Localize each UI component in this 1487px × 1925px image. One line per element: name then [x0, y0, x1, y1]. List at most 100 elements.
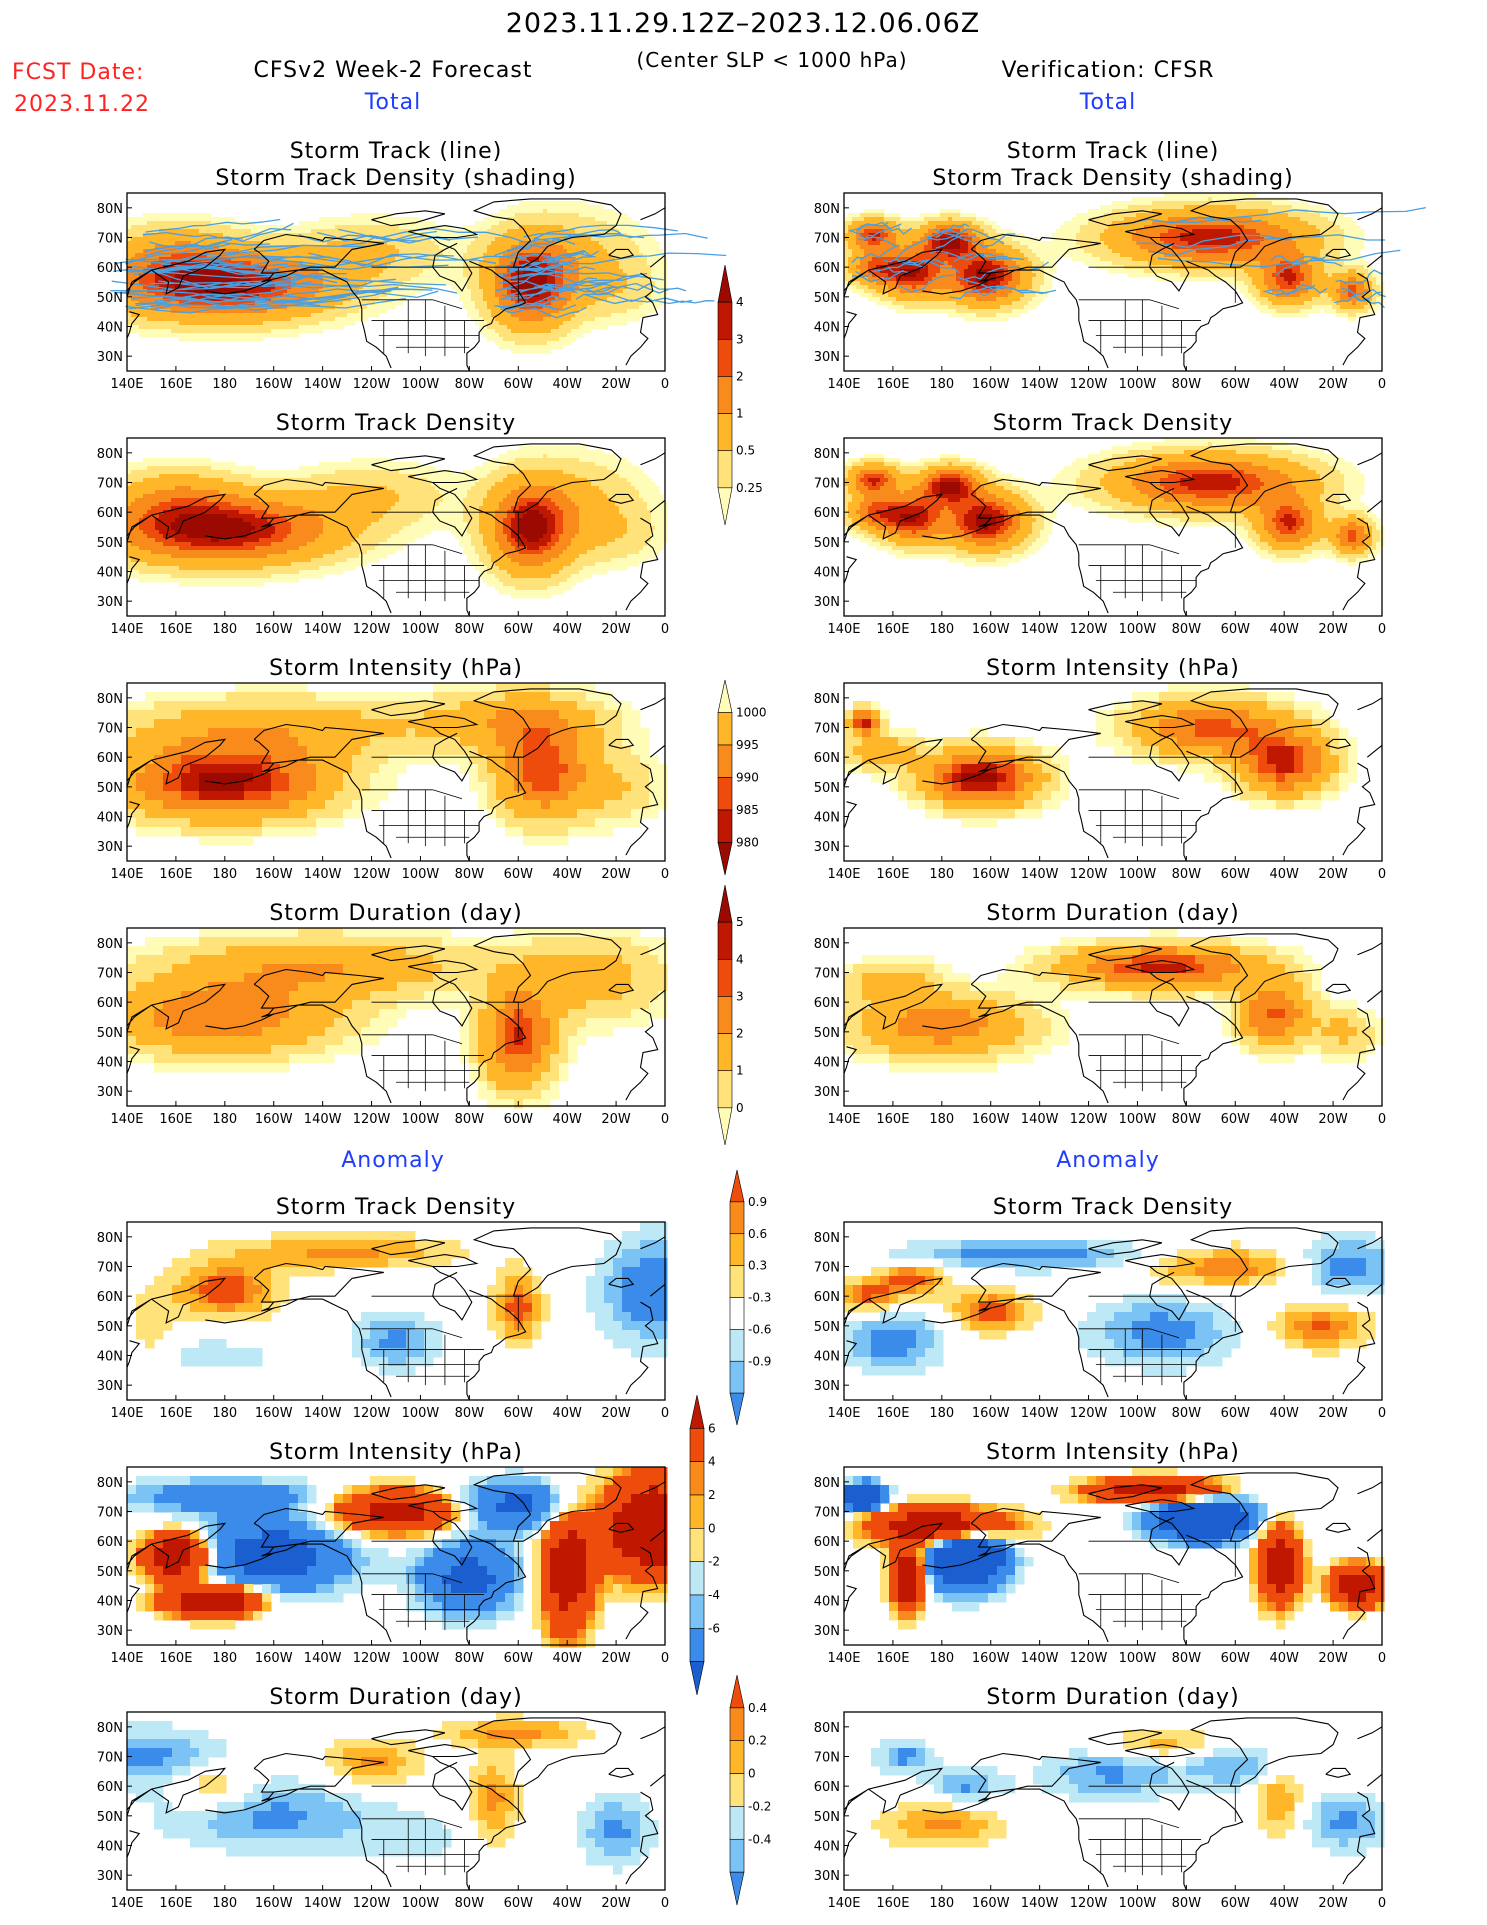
shade-cell [535, 325, 540, 330]
shade-cell [311, 325, 316, 330]
shade-cell [912, 233, 917, 238]
shade-cell [1012, 241, 1017, 246]
shade-cell [179, 313, 184, 318]
shade-cell [491, 337, 496, 342]
shade-cell [904, 309, 909, 314]
shade-cell [595, 253, 600, 258]
shade-cell [611, 305, 616, 310]
shade-cell [395, 269, 400, 274]
shade-cell [531, 329, 536, 334]
shade-cell [271, 333, 276, 338]
shade-cell [339, 321, 344, 326]
shade-cell [635, 305, 640, 310]
shade-cell [912, 217, 917, 222]
shade-cell [583, 205, 588, 210]
shade-cell [471, 293, 476, 298]
shade-cell [403, 249, 408, 254]
shade-cell [227, 325, 232, 330]
shade-cell [439, 257, 444, 262]
shade-cell [511, 337, 516, 342]
shade-cell [291, 329, 296, 334]
shade-cell [411, 245, 416, 250]
shade-cell [651, 257, 656, 262]
shade-cell [631, 305, 636, 310]
shade-cell [936, 297, 941, 302]
shade-cell [279, 313, 284, 318]
shade-cell [247, 317, 252, 322]
shade-cell [299, 249, 304, 254]
shade-cell [852, 217, 857, 222]
shade-cell [415, 269, 420, 274]
shade-cell [247, 225, 252, 230]
shade-cell [303, 229, 308, 234]
shade-cell [171, 317, 176, 322]
shade-cell [199, 289, 204, 294]
shade-cell [427, 269, 432, 274]
shade-cell [655, 293, 660, 298]
shade-cell [956, 265, 961, 270]
shade-cell [335, 269, 340, 274]
shade-cell [643, 249, 648, 254]
shade-cell [495, 277, 500, 282]
shade-cell [932, 293, 937, 298]
shade-cell [339, 317, 344, 322]
shade-cell [523, 209, 528, 214]
map-panel-vf-track-line: 140E 160E 180 160W 140W 120W 100W 80W 60W 40W 20W 0… [814, 139, 1426, 392]
shade-cell [884, 297, 889, 302]
shade-cell [619, 289, 624, 294]
shade-cell [607, 237, 612, 242]
shade-cell [251, 289, 256, 294]
shade-cell [267, 293, 272, 298]
shade-cell [479, 273, 484, 278]
shade-cell [864, 265, 869, 270]
shade-cell [996, 293, 1001, 298]
shade-cell [539, 229, 544, 234]
shade-cell [307, 325, 312, 330]
shade-cell [988, 297, 993, 302]
shade-cell [968, 317, 973, 322]
shade-cell [327, 217, 332, 222]
shade-cell [876, 297, 881, 302]
shade-cell [335, 325, 340, 330]
shade-cell [992, 305, 997, 310]
shade-cell [263, 333, 268, 338]
shade-cell [339, 281, 344, 286]
shade-cell [483, 225, 488, 230]
shade-cell [864, 213, 869, 218]
shade-cell [167, 221, 172, 226]
shade-cell [155, 221, 160, 226]
shade-cell [956, 281, 961, 286]
shade-cell [351, 301, 356, 306]
shade-cell [896, 233, 901, 238]
shade-cell [627, 229, 632, 234]
shade-cell [559, 321, 564, 326]
shade-cell [327, 325, 332, 330]
shade-cell [515, 317, 520, 322]
shade-cell [327, 229, 332, 234]
shade-cell [848, 233, 853, 238]
shade-cell [147, 225, 152, 230]
shade-cell [603, 313, 608, 318]
shade-cell [147, 313, 152, 318]
shade-cell [627, 245, 632, 250]
shade-cell [996, 245, 1001, 250]
shade-cell [495, 301, 500, 306]
shade-cell [487, 273, 492, 278]
lon-tick-label: 160E [159, 377, 192, 392]
shade-cell [615, 261, 620, 266]
shade-cell [531, 345, 536, 350]
shade-cell [940, 221, 945, 226]
shade-cell [1000, 245, 1005, 250]
shade-cell [487, 305, 492, 310]
shade-cell [203, 241, 208, 246]
shade-cell [363, 317, 368, 322]
shade-cell [127, 249, 132, 254]
shade-cell [147, 241, 152, 246]
shade-cell [535, 201, 540, 206]
shade-cell [647, 269, 652, 274]
shade-cell [383, 309, 388, 314]
shade-cell [323, 309, 328, 314]
shade-cell [207, 313, 212, 318]
shade-cell [231, 309, 236, 314]
shade-cell [215, 217, 220, 222]
